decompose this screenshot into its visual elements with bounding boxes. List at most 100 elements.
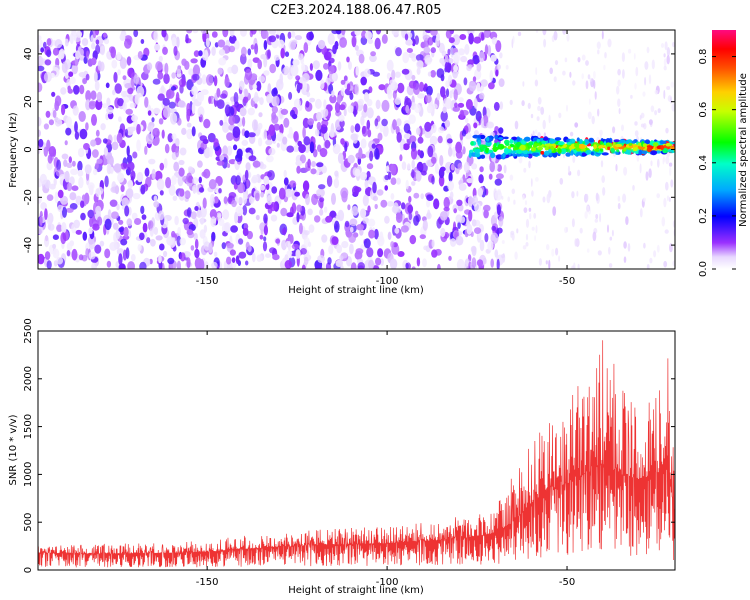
faint-noise-blob bbox=[507, 196, 511, 202]
noise-blob bbox=[226, 242, 234, 249]
noise-blob bbox=[363, 238, 371, 249]
colorbar-gradient bbox=[712, 30, 736, 269]
noise-blob bbox=[194, 248, 200, 259]
noise-blob bbox=[283, 169, 287, 178]
noise-blob bbox=[188, 68, 194, 76]
signal-blob bbox=[477, 139, 482, 145]
noise-blob bbox=[118, 227, 124, 233]
spectrogram-ticks: -150 -100 -50 -40 -20 0 20 40 bbox=[23, 30, 675, 287]
noise-blob bbox=[273, 54, 280, 61]
signal-blob bbox=[665, 142, 671, 147]
faint-noise-blob bbox=[531, 226, 535, 231]
noise-blob bbox=[334, 101, 341, 114]
faint-noise-blob bbox=[670, 96, 672, 104]
noise-blob bbox=[269, 247, 276, 254]
noise-blob bbox=[286, 212, 294, 218]
noise-blob bbox=[384, 215, 390, 224]
colorbar: 0.0 0.2 0.4 0.6 0.8 Normalized spectral ampl… bbox=[698, 30, 749, 277]
faint-noise-blob bbox=[516, 228, 519, 234]
noise-blob bbox=[494, 249, 499, 258]
noise-blob bbox=[488, 82, 495, 90]
signal-blob bbox=[575, 151, 583, 156]
noise-blob bbox=[258, 112, 263, 118]
noise-blob bbox=[127, 179, 134, 189]
noise-blob bbox=[178, 159, 185, 166]
noise-blob bbox=[303, 81, 308, 92]
noise-blob bbox=[106, 97, 111, 107]
noise-blob bbox=[99, 240, 105, 247]
noise-blob bbox=[339, 104, 346, 111]
noise-blob bbox=[119, 33, 126, 41]
noise-blob bbox=[248, 207, 256, 215]
noise-blob bbox=[110, 186, 119, 193]
noise-blob bbox=[152, 127, 160, 138]
noise-blob bbox=[166, 236, 175, 246]
signal-blob bbox=[519, 144, 526, 151]
noise-blob bbox=[250, 30, 257, 35]
noise-blob bbox=[106, 106, 114, 115]
noise-blob bbox=[390, 163, 397, 176]
noise-blob bbox=[144, 167, 150, 177]
snr-line-plot bbox=[38, 340, 675, 568]
snr-series-line bbox=[38, 340, 675, 568]
noise-blob bbox=[237, 182, 245, 194]
noise-blob bbox=[72, 160, 76, 167]
noise-blob bbox=[266, 195, 273, 206]
noise-blob bbox=[451, 146, 457, 158]
noise-blob bbox=[390, 241, 395, 248]
noise-blob bbox=[457, 221, 461, 229]
noise-blob bbox=[498, 127, 504, 134]
faint-noise-blob bbox=[543, 38, 547, 48]
signal-blob bbox=[486, 136, 490, 142]
noise-blob bbox=[122, 75, 127, 81]
noise-blob bbox=[127, 87, 134, 95]
noise-blob bbox=[298, 53, 304, 61]
noise-blob bbox=[120, 162, 128, 170]
noise-blob bbox=[343, 75, 348, 82]
noise-blob bbox=[315, 189, 322, 197]
faint-noise-blob bbox=[607, 224, 609, 233]
noise-blob bbox=[321, 234, 328, 243]
noise-blob bbox=[426, 85, 433, 96]
noise-blob bbox=[308, 224, 315, 233]
noise-blob bbox=[360, 76, 368, 86]
noise-blob bbox=[465, 99, 473, 110]
noise-blob bbox=[38, 253, 45, 265]
noise-blob bbox=[54, 191, 59, 204]
noise-blob bbox=[151, 117, 155, 123]
noise-blob bbox=[199, 217, 205, 225]
noise-blob bbox=[269, 201, 277, 212]
signal-blob bbox=[531, 147, 537, 152]
noise-blob bbox=[272, 95, 280, 107]
noise-blob bbox=[172, 195, 178, 201]
noise-blob bbox=[260, 54, 267, 60]
noise-blob bbox=[177, 117, 182, 126]
faint-noise-blob bbox=[609, 236, 613, 241]
noise-blob bbox=[231, 257, 236, 263]
noise-blob bbox=[447, 180, 455, 191]
noise-blob bbox=[147, 220, 154, 229]
faint-noise-blob bbox=[518, 156, 523, 164]
noise-blob bbox=[193, 232, 198, 241]
noise-blob bbox=[103, 32, 107, 38]
noise-blob bbox=[104, 248, 111, 259]
noise-blob bbox=[402, 51, 410, 64]
noise-blob bbox=[471, 246, 477, 257]
faint-noise-blob bbox=[625, 216, 629, 226]
noise-blob bbox=[80, 212, 86, 221]
signal-blob bbox=[623, 147, 627, 152]
noise-blob bbox=[89, 184, 94, 196]
noise-blob bbox=[70, 168, 79, 175]
noise-blob bbox=[242, 205, 248, 216]
noise-blob bbox=[190, 58, 198, 64]
noise-blob bbox=[112, 222, 119, 230]
noise-blob bbox=[362, 194, 369, 207]
faint-noise-blob bbox=[603, 64, 606, 71]
noise-blob bbox=[162, 97, 170, 106]
noise-blob bbox=[414, 35, 419, 45]
noise-blob bbox=[448, 255, 452, 261]
noise-blob bbox=[219, 119, 224, 126]
noise-blob bbox=[286, 145, 295, 153]
noise-blob bbox=[349, 226, 354, 233]
noise-blob bbox=[287, 31, 292, 39]
